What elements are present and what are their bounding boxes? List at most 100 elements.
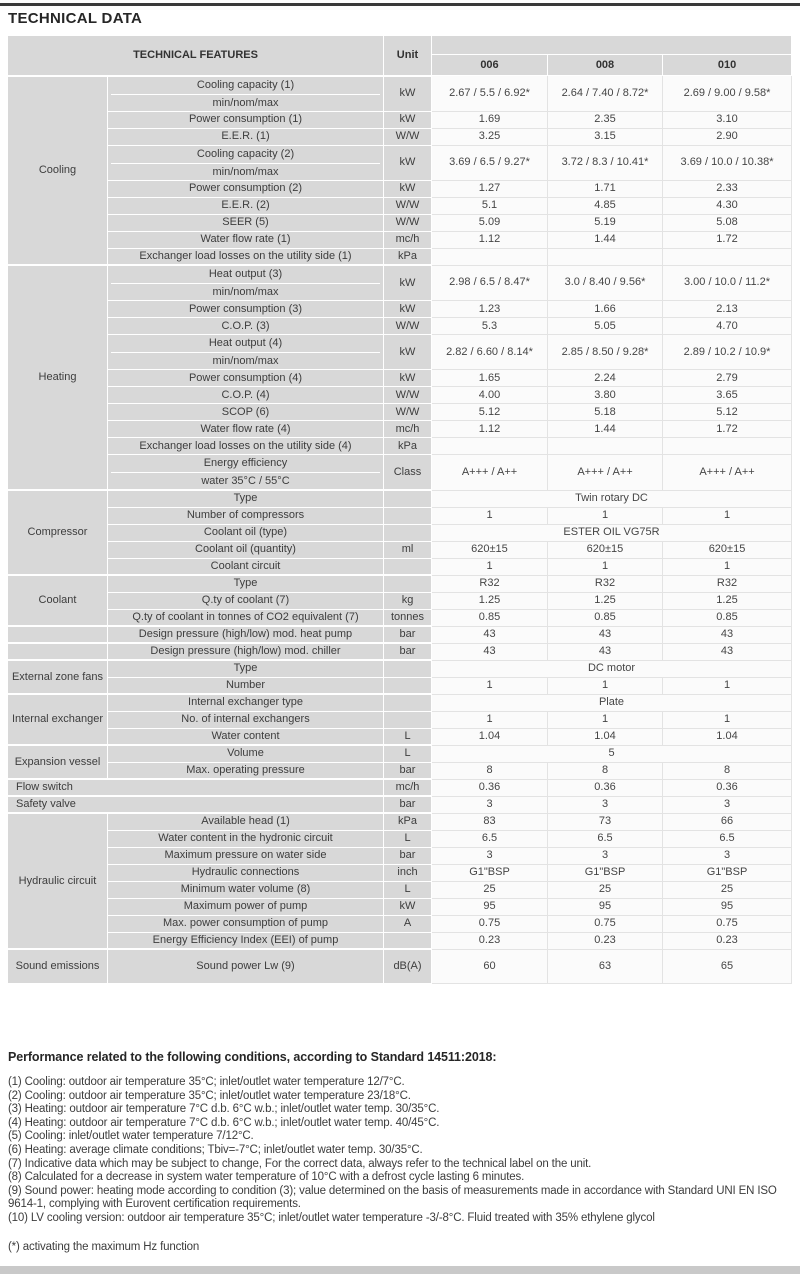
value-cell: 8 bbox=[547, 761, 663, 780]
value-cell: 5.05 bbox=[547, 317, 663, 335]
unit-cell: W/W bbox=[383, 213, 432, 232]
group-label: Compressor bbox=[7, 489, 108, 576]
value-cell: 43 bbox=[547, 625, 663, 644]
footnote: (1) Cooling: outdoor air temperature 35°… bbox=[8, 1076, 405, 1088]
value-cell bbox=[661, 437, 793, 455]
feature-label: E.E.R. (2) bbox=[107, 196, 384, 215]
value-cell: 1.04 bbox=[547, 727, 663, 746]
table-row: Maximum pressure on water side bar 3 3 3 bbox=[8, 846, 793, 865]
unit-cell: bar bbox=[383, 625, 432, 644]
value-cell: 43 bbox=[431, 625, 548, 644]
value-cell: 1.25 bbox=[547, 591, 663, 610]
table-row: Coolant circuit 1 1 1 bbox=[8, 557, 793, 576]
value-cell: 0.85 bbox=[661, 608, 793, 627]
footnote: (6) Heating: average climate conditions;… bbox=[8, 1143, 423, 1156]
value-cell: 2.90 bbox=[661, 127, 793, 146]
value-cell: 43 bbox=[661, 625, 793, 644]
group-label: Cooling bbox=[7, 74, 108, 266]
value-cell: 1.72 bbox=[661, 420, 793, 438]
value-cell: 3.00 / 10.0 / 11.2* bbox=[661, 264, 793, 301]
value-cell: 43 bbox=[547, 642, 663, 661]
value-cell: 5.3 bbox=[431, 317, 548, 335]
value-cell: 2.35 bbox=[547, 110, 663, 129]
value-cell: 1 bbox=[661, 506, 793, 525]
value-cell: 6.5 bbox=[547, 829, 663, 848]
feature-label: Power consumption (1) bbox=[107, 110, 384, 129]
table-row: No. of internal exchangers 1 1 1 bbox=[8, 710, 793, 729]
footer-notes: Performance related to the following con… bbox=[8, 1050, 792, 1253]
header-row-models: 006 008 010 bbox=[8, 54, 793, 76]
unit-cell: bar bbox=[383, 761, 432, 780]
value-cell: 0.75 bbox=[431, 914, 548, 933]
value-cell: 2.13 bbox=[661, 300, 793, 318]
table-row: Internal exchanger Internal exchanger typ… bbox=[7, 693, 793, 746]
value-cell: 2.79 bbox=[661, 369, 793, 387]
value-cell: 1.72 bbox=[661, 230, 793, 249]
value-cell: A+++ / A++ bbox=[547, 454, 663, 491]
asterisk-note: (*) activating the maximum Hz function bbox=[8, 1240, 200, 1253]
value-cell: 1.12 bbox=[431, 420, 548, 438]
feature-label: Sound power Lw (9) bbox=[107, 948, 384, 984]
feature-label: C.O.P. (3) bbox=[107, 317, 384, 335]
table-row: Number of compressors 1 1 1 bbox=[8, 506, 793, 525]
value-cell: 83 bbox=[431, 812, 548, 831]
value-cell: 1.25 bbox=[431, 591, 548, 610]
table-row: Flow switch mc/h 0.36 0.36 0.36 bbox=[7, 778, 793, 797]
value-cell: 0.36 bbox=[547, 778, 663, 797]
value-cell: 1 bbox=[661, 710, 793, 729]
group-label: Coolant bbox=[7, 574, 108, 627]
value-cell: 1.23 bbox=[431, 300, 548, 318]
footnote: (3) Heating: outdoor air temperature 7°C… bbox=[8, 1103, 440, 1116]
value-cell: 8 bbox=[431, 761, 548, 780]
value-cell: 2.82 / 6.60 / 8.14* bbox=[431, 334, 548, 370]
group-label bbox=[7, 642, 108, 661]
unit-cell: kW bbox=[383, 264, 432, 301]
value-cell: 0.75 bbox=[661, 914, 793, 933]
value-cell bbox=[431, 247, 548, 266]
value-cell: 60 bbox=[431, 948, 548, 984]
feature-label: Power consumption (4) bbox=[107, 369, 384, 387]
value-cell: 1 bbox=[661, 676, 793, 695]
feature-label: Number bbox=[107, 676, 384, 695]
table-row: Power consumption (2) kW 1.27 1.71 2.33 bbox=[8, 179, 793, 198]
unit-cell: bar bbox=[383, 795, 432, 814]
value-cell: 95 bbox=[431, 897, 548, 916]
table-row: Compressor Type Twin rotary DC bbox=[7, 489, 793, 576]
feature-label: Water content bbox=[107, 727, 384, 746]
unit-cell: inch bbox=[383, 863, 432, 882]
unit-cell: mc/h bbox=[383, 420, 432, 438]
table-row: Sound emissions Sound power Lw (9) dB(A) 60… bbox=[7, 948, 793, 984]
value-cell: A+++ / A++ bbox=[431, 454, 548, 491]
table-row: C.O.P. (4) W/W 4.00 3.80 3.65 bbox=[8, 386, 793, 404]
value-cell: 4.30 bbox=[661, 196, 793, 215]
value-cell: 1 bbox=[547, 557, 663, 576]
table-row: SCOP (6) W/W 5.12 5.18 5.12 bbox=[8, 403, 793, 421]
footnote: (10) LV cooling version: outdoor air tem… bbox=[8, 1211, 655, 1224]
unit-cell: kPa bbox=[383, 437, 432, 455]
value-cell: 5.1 bbox=[431, 196, 548, 215]
bottom-bar bbox=[0, 1266, 800, 1274]
value-cell-span: Twin rotary DC bbox=[430, 489, 793, 508]
value-cell: 3 bbox=[431, 795, 548, 814]
value-cell bbox=[661, 247, 793, 266]
value-cell: 3 bbox=[547, 795, 663, 814]
unit-cell: Class bbox=[383, 454, 432, 491]
table-row: C.O.P. (3) W/W 5.3 5.05 4.70 bbox=[8, 317, 793, 335]
value-cell: 63 bbox=[547, 948, 663, 984]
feature-label: Design pressure (high/low) mod. chiller bbox=[107, 642, 384, 661]
table-row: Max. operating pressure bar 8 8 8 bbox=[8, 761, 793, 780]
feature-label: Maximum power of pump bbox=[107, 897, 384, 916]
feature-label: Q.ty of coolant (7) bbox=[107, 591, 384, 610]
model-header: 008 bbox=[547, 54, 663, 76]
value-cell: 95 bbox=[547, 897, 663, 916]
feature-label: SCOP (6) bbox=[107, 403, 384, 421]
value-cell: 43 bbox=[431, 642, 548, 661]
value-cell: 4.70 bbox=[661, 317, 793, 335]
value-cell: 5.18 bbox=[547, 403, 663, 421]
value-cell: 0.36 bbox=[661, 778, 793, 797]
value-cell: 5.19 bbox=[547, 213, 663, 232]
table-row: Design pressure (high/low) mod. heat pum… bbox=[7, 625, 793, 644]
table-row: Power consumption (1) kW 1.69 2.35 3.10 bbox=[8, 110, 793, 129]
footnote: (5) Cooling: inlet/outlet water temperat… bbox=[8, 1130, 254, 1143]
unit-cell bbox=[383, 506, 432, 525]
